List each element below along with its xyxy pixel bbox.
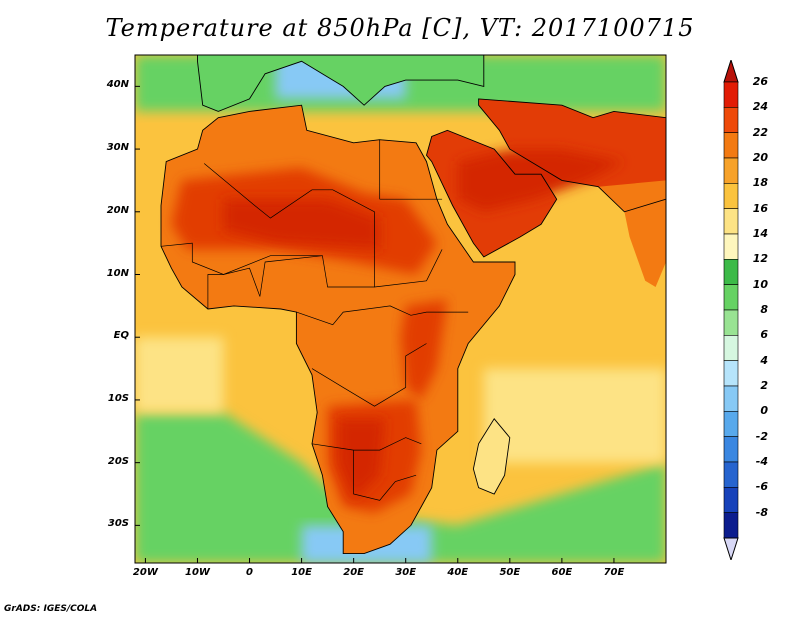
colorbar-label: 14	[752, 227, 768, 240]
temperature-field	[135, 55, 666, 563]
colorbar-swatch	[723, 157, 739, 184]
colorbar-bottom-triangle	[723, 537, 739, 560]
country-border	[296, 305, 469, 326]
colorbar-swatch	[723, 107, 739, 133]
chart-title: Temperature at 850hPa [C], VT: 201710071…	[105, 14, 695, 42]
lon-tick-label: 70E	[603, 567, 625, 578]
colorbar-label: 26	[752, 75, 768, 88]
lat-tick-label: 10N	[106, 267, 129, 279]
colorbar-swatch	[723, 309, 739, 336]
colorbar-swatch	[723, 335, 739, 361]
lat-tick-label: 30N	[106, 142, 129, 154]
colorbar-label: 4	[760, 353, 768, 367]
map-frame	[134, 54, 667, 564]
arabia-very-hot-core	[457, 149, 625, 212]
colorbar-label: 6	[760, 328, 768, 342]
colorbar	[723, 60, 739, 560]
country-border	[353, 450, 417, 501]
arabia-coastline	[426, 129, 558, 258]
colorbar-top-triangle	[723, 60, 739, 83]
colorbar-swatch	[723, 81, 739, 108]
lon-tick-label: 50E	[499, 567, 521, 578]
colorbar-label: 0	[760, 404, 768, 418]
lon-tick-label: 20W	[132, 567, 158, 578]
colorbar-label: 22	[752, 125, 768, 139]
lon-tick-label: 30E	[395, 567, 417, 578]
lat-tick-label: EQ	[113, 330, 129, 342]
europe-coastline	[197, 55, 485, 112]
colorbar-label: 2	[760, 379, 768, 392]
colorbar-label: -4	[755, 455, 768, 468]
colorbar-label: -2	[755, 429, 768, 443]
country-border	[374, 249, 443, 288]
persia-coastline	[478, 98, 666, 213]
lon-tick-label: 60E	[551, 567, 573, 578]
colorbar-label: 24	[752, 100, 768, 114]
colorbar-label: 8	[760, 303, 768, 316]
europe-landmass	[197, 55, 484, 112]
colorbar-swatch	[723, 208, 739, 235]
colorbar-label: 12	[752, 252, 768, 266]
indian-ocean-mild-region	[483, 368, 666, 463]
axis-tick-marks	[135, 85, 615, 563]
lon-tick-label: 10E	[291, 567, 312, 578]
lon-tick-label: 10W	[184, 567, 210, 578]
colorbar-swatch	[723, 436, 739, 463]
lon-tick-label: 20E	[343, 567, 365, 578]
kalahari-very-hot-core	[338, 418, 385, 501]
lat-tick-label: 30S	[107, 518, 129, 530]
lat-tick-label: 10S	[107, 392, 129, 404]
lon-tick-label: 40E	[447, 567, 469, 578]
country-border	[311, 437, 422, 451]
lat-tick-label: 20S	[107, 455, 129, 467]
madagascar-coastline	[472, 418, 511, 495]
colorbar-swatch	[723, 360, 739, 387]
africa-coastline	[160, 104, 516, 555]
colorbar-swatch	[723, 284, 739, 311]
colorbar-label: 20	[752, 151, 768, 164]
colorbar-label: 18	[752, 176, 768, 190]
lat-tick-label: 20N	[106, 204, 129, 216]
colorbar-swatch	[723, 461, 739, 488]
lon-tick-label: 0	[246, 567, 253, 578]
grads-credit: GrADS: IGES/COLA	[4, 604, 98, 614]
lat-tick-label: 40N	[106, 79, 129, 91]
east-africa-hot-core	[400, 299, 448, 400]
country-border	[259, 255, 323, 297]
country-border	[207, 267, 261, 309]
colorbar-swatch	[723, 132, 739, 159]
atlantic-mild-region	[135, 337, 224, 413]
colorbar-swatch	[723, 385, 739, 412]
colorbar-swatch	[723, 183, 739, 209]
india-landmass	[598, 180, 666, 287]
colorbar-label: -6	[755, 480, 768, 494]
colorbar-swatch	[723, 487, 739, 513]
colorbar-label: 10	[752, 277, 768, 291]
country-border	[311, 343, 427, 407]
colorbar-swatch	[723, 259, 739, 285]
colorbar-label: -8	[755, 505, 768, 519]
colorbar-swatch	[723, 512, 739, 539]
colorbar-swatch	[723, 411, 739, 437]
south-cool-region	[135, 412, 666, 563]
colorbar-label: 16	[752, 201, 768, 215]
colorbar-swatch	[723, 233, 739, 260]
